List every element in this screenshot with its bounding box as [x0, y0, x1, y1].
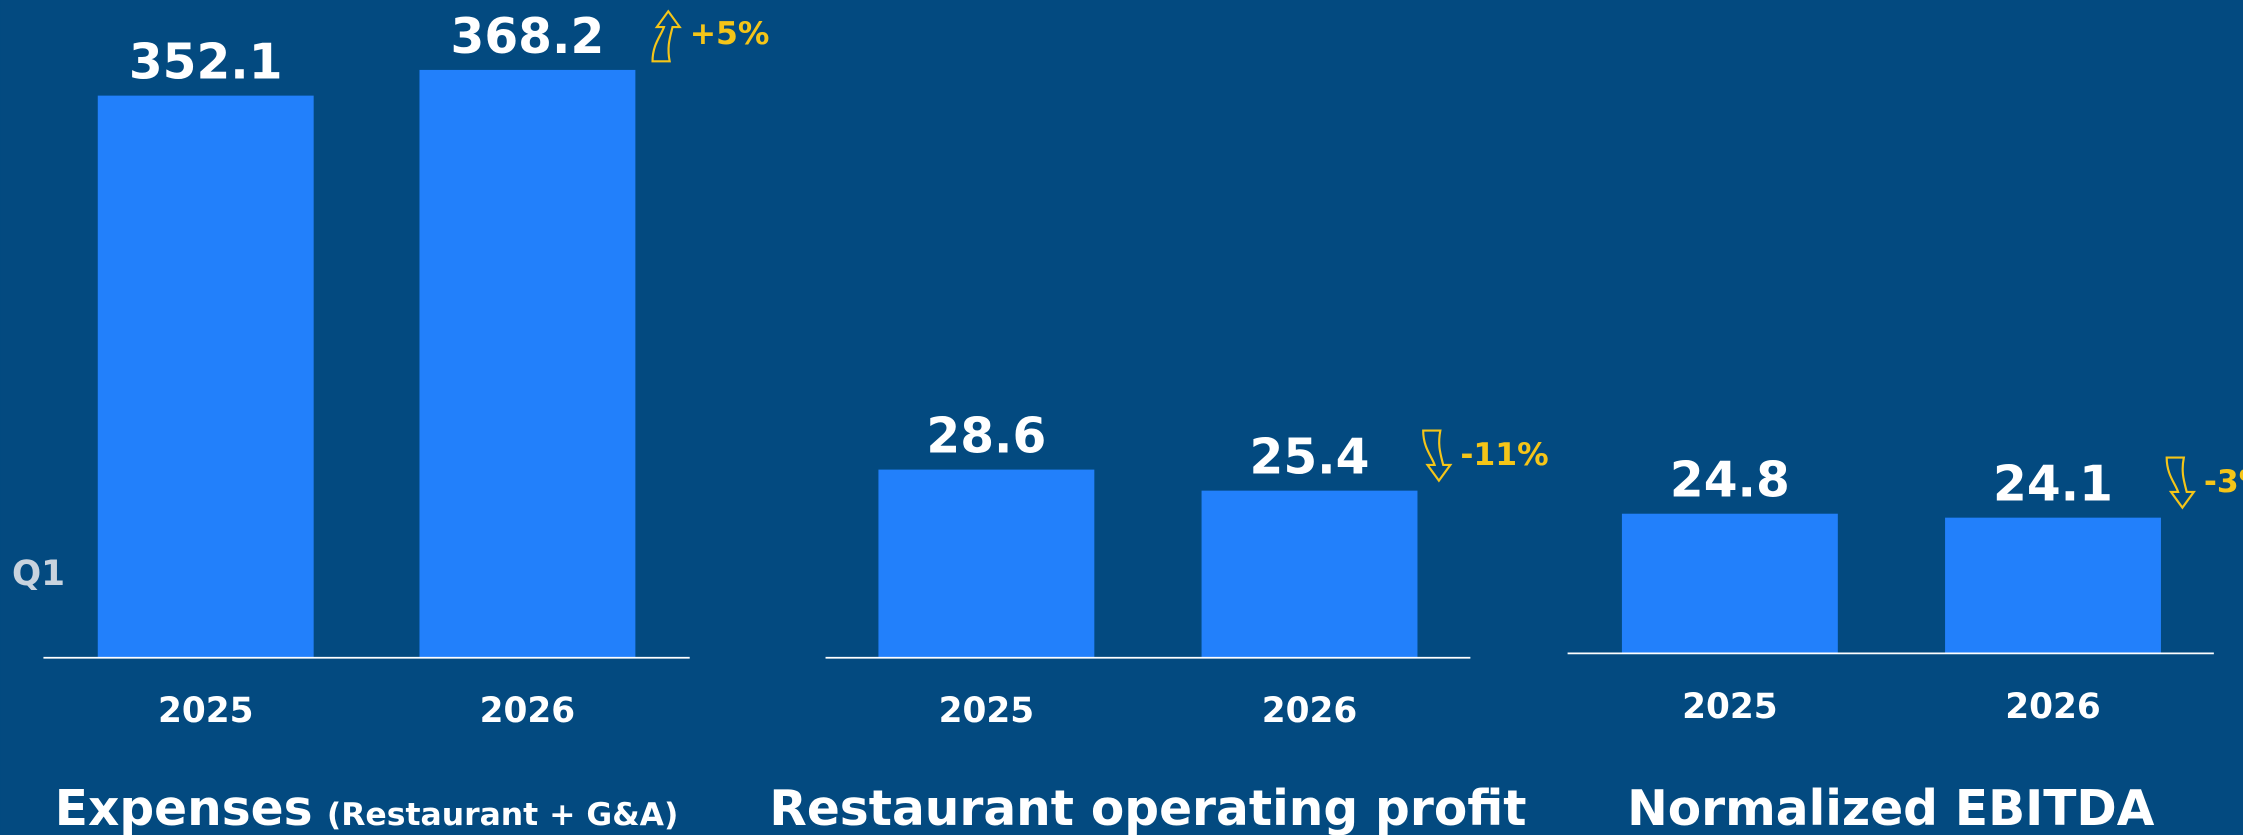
- x-tick-label: 2025: [939, 691, 1034, 731]
- x-tick-label: 2026: [2005, 687, 2100, 727]
- subtitle-text: (Restaurant + G&A): [327, 797, 679, 833]
- change-label: -11%: [1460, 437, 1548, 473]
- trend-arrow: [1422, 429, 1453, 483]
- period-label: Q1: [12, 554, 65, 594]
- title-text: Normalized EBITDA: [1627, 781, 2155, 835]
- value-label: 25.4: [1250, 429, 1370, 485]
- x-tick-label: 2026: [480, 691, 575, 731]
- trend-arrow: [651, 9, 682, 63]
- arrow-shape: [651, 9, 682, 63]
- bar: [97, 95, 314, 658]
- arrow-shape: [1422, 429, 1453, 483]
- value-label: 368.2: [451, 9, 605, 65]
- value-label: 352.1: [129, 34, 283, 90]
- panel-title: Normalized EBITDA: [1627, 781, 2155, 835]
- panel-title: Restaurant operating profit: [769, 781, 1526, 835]
- bar: [1201, 490, 1418, 658]
- value-label: 28.6: [926, 408, 1046, 464]
- panel-title: Expenses (Restaurant + G&A): [55, 781, 679, 835]
- bar: [1621, 513, 1838, 654]
- x-tick-label: 2026: [1262, 691, 1357, 731]
- title-text: Expenses: [55, 781, 313, 835]
- bar: [878, 469, 1095, 658]
- change-label: -3%: [2204, 464, 2243, 500]
- bar: [419, 69, 636, 658]
- value-label: 24.8: [1670, 453, 1790, 509]
- bar: [1945, 517, 2161, 654]
- arrow-shape: [2165, 456, 2196, 510]
- x-tick-label: 2025: [158, 691, 253, 731]
- trend-arrow: [2165, 456, 2196, 510]
- x-tick-label: 2025: [1682, 687, 1777, 727]
- value-label: 24.1: [1993, 457, 2113, 513]
- title-text: Restaurant operating profit: [769, 781, 1526, 835]
- change-label: +5%: [690, 16, 770, 52]
